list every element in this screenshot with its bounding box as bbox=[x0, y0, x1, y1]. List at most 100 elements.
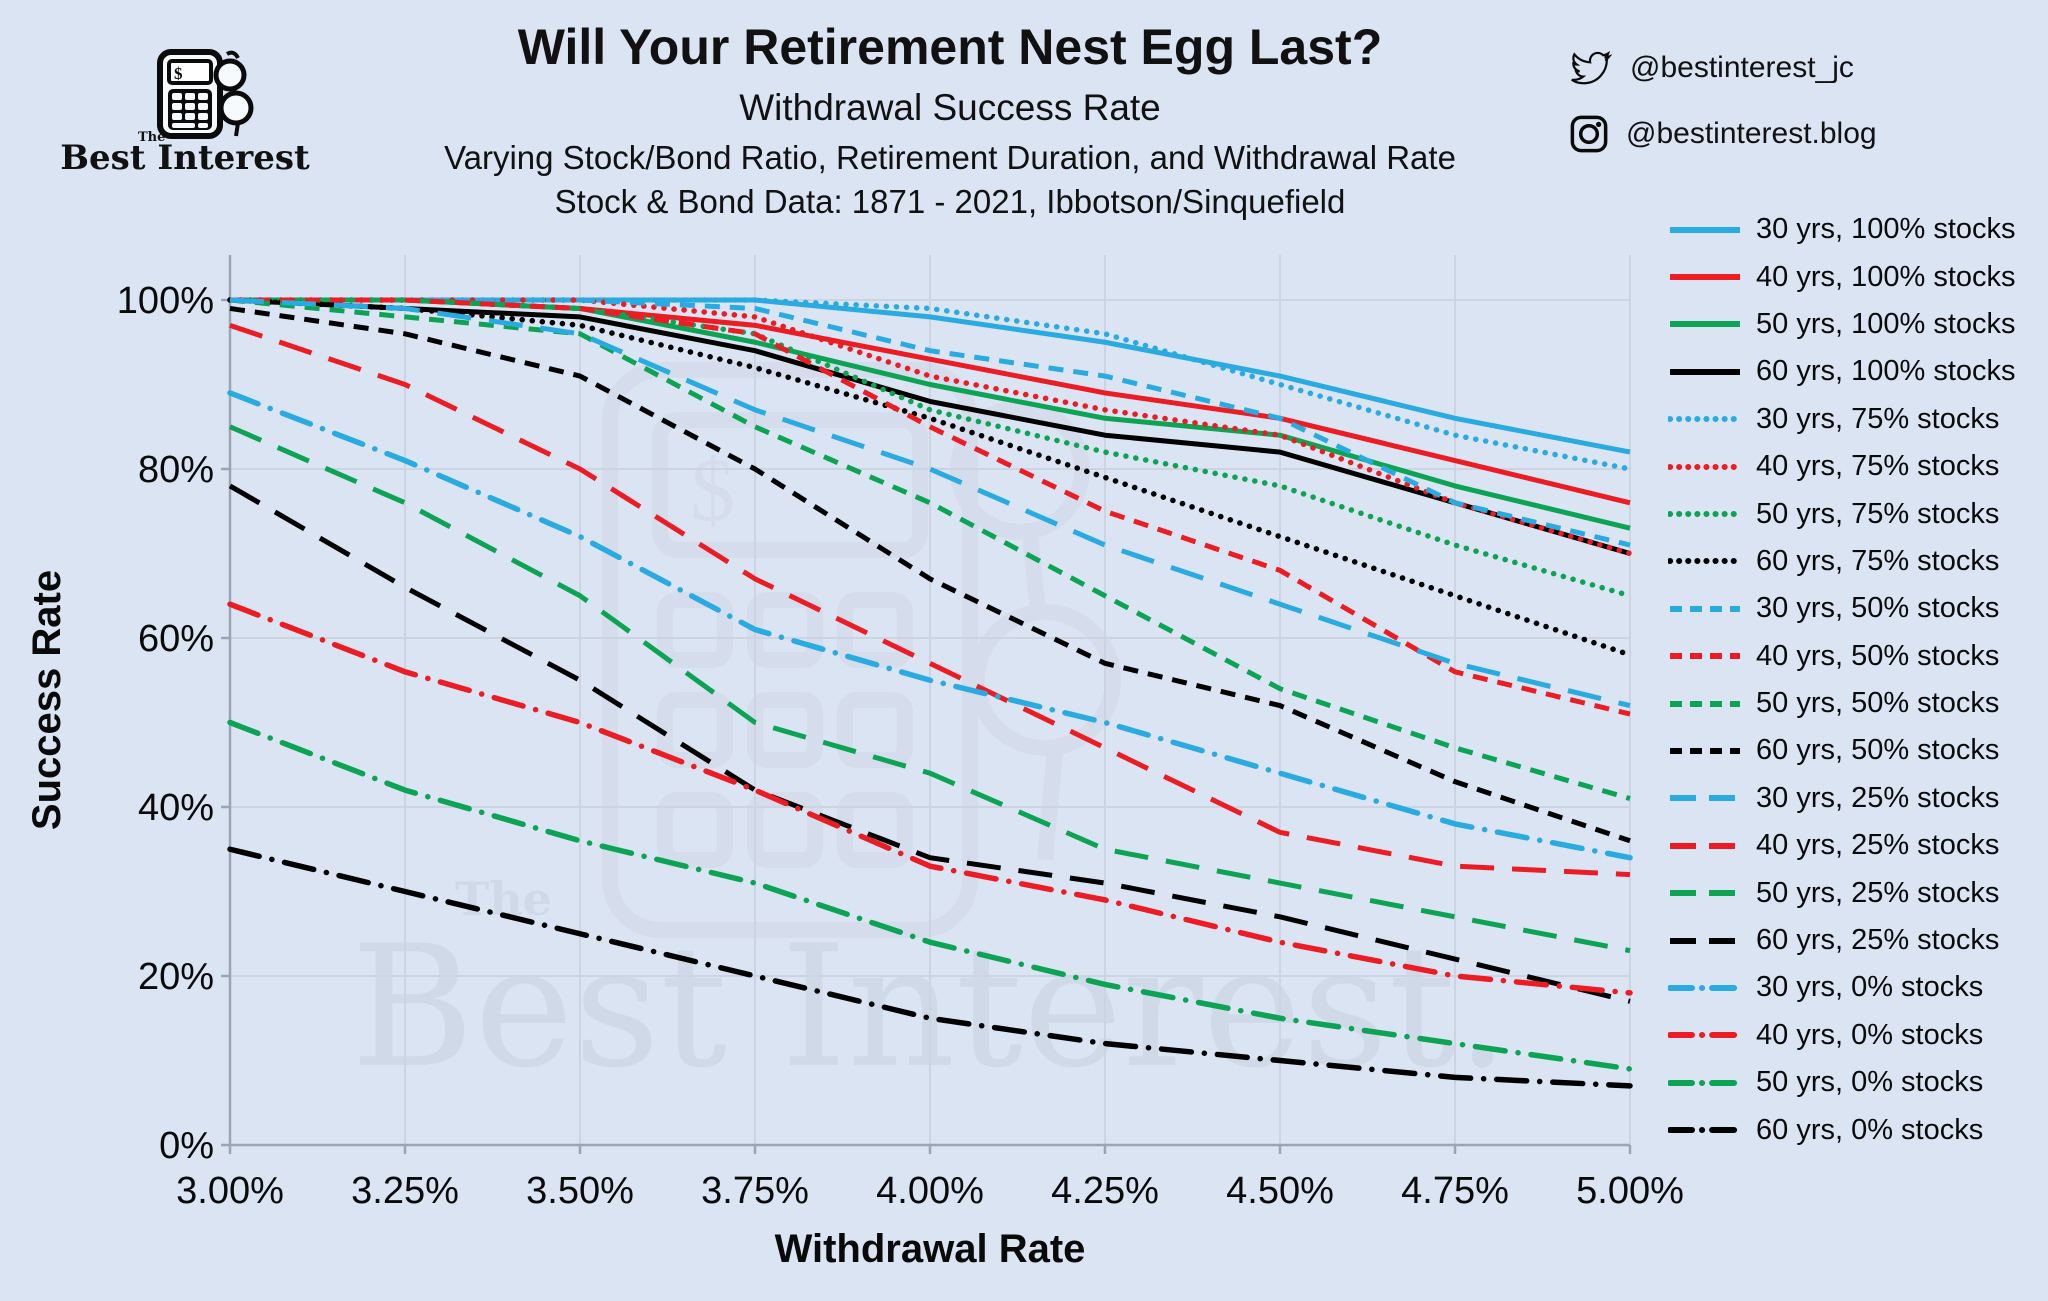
series-line bbox=[227, 601, 1633, 996]
legend-label: 40 yrs, 0% stocks bbox=[1756, 1018, 1984, 1051]
legend-item: 30 yrs, 50% stocks bbox=[1668, 585, 2046, 632]
series-line bbox=[229, 305, 1631, 844]
legend-label: 50 yrs, 25% stocks bbox=[1756, 876, 2000, 909]
legend-item: 60 yrs, 100% stocks bbox=[1668, 348, 2046, 395]
legend-item: 40 yrs, 75% stocks bbox=[1668, 443, 2046, 490]
series-line bbox=[230, 297, 1631, 717]
x-tick-label: 3.50% bbox=[526, 1170, 634, 1212]
legend-swatch-line bbox=[1670, 321, 1740, 328]
x-tick-label: 4.50% bbox=[1226, 1170, 1334, 1212]
series-line bbox=[229, 297, 1631, 709]
header: Will Your Retirement Nest Egg Last? With… bbox=[310, 20, 1590, 221]
legend-label: 60 yrs, 75% stocks bbox=[1756, 544, 2000, 577]
legend-label: 40 yrs, 50% stocks bbox=[1756, 639, 2000, 672]
y-tick-label: 60% bbox=[138, 618, 214, 660]
y-axis-title: Success Rate bbox=[25, 570, 69, 830]
legend-item: 60 yrs, 50% stocks bbox=[1668, 727, 2046, 774]
series-line bbox=[229, 424, 1631, 954]
x-tick-label: 3.25% bbox=[351, 1170, 459, 1212]
legend-item: 50 yrs, 50% stocks bbox=[1668, 680, 2046, 727]
page-title: Will Your Retirement Nest Egg Last? bbox=[517, 19, 1383, 75]
series-line bbox=[227, 390, 1633, 861]
legend-label: 60 yrs, 100% stocks bbox=[1756, 355, 2016, 388]
legend-label: 60 yrs, 50% stocks bbox=[1756, 734, 2000, 767]
x-tick-label: 3.75% bbox=[701, 1170, 809, 1212]
series-line bbox=[228, 483, 1631, 1004]
legend-label: 50 yrs, 100% stocks bbox=[1756, 307, 2016, 340]
legend-swatch-line bbox=[1668, 984, 1742, 991]
legend-label: 40 yrs, 75% stocks bbox=[1756, 450, 2000, 483]
legend-item: 30 yrs, 25% stocks bbox=[1668, 775, 2046, 822]
legend-label: 30 yrs, 75% stocks bbox=[1756, 402, 2000, 435]
legend-label: 40 yrs, 100% stocks bbox=[1756, 260, 2016, 293]
legend-swatch-line bbox=[1668, 511, 1742, 518]
series-line bbox=[227, 846, 1633, 1089]
legend-swatch-line bbox=[1668, 1127, 1742, 1134]
x-tick-label: 5.00% bbox=[1576, 1170, 1684, 1212]
legend-item: 60 yrs, 75% stocks bbox=[1668, 538, 2046, 585]
legend-item: 60 yrs, 0% stocks bbox=[1668, 1106, 2046, 1153]
chart-legend: 30 yrs, 100% stocks 40 yrs, 100% stocks 50… bbox=[1668, 206, 2046, 1154]
twitter-icon bbox=[1571, 50, 1613, 85]
legend-swatch-line bbox=[1670, 700, 1740, 707]
y-tick-label: 0% bbox=[159, 1125, 214, 1167]
legend-swatch-line bbox=[1670, 368, 1740, 375]
legend-item: 60 yrs, 25% stocks bbox=[1668, 917, 2046, 964]
legend-item: 50 yrs, 100% stocks bbox=[1668, 301, 2046, 348]
legend-swatch-line bbox=[1670, 653, 1740, 660]
y-tick-label: 100% bbox=[117, 280, 214, 322]
x-tick-label: 4.25% bbox=[1051, 1170, 1159, 1212]
legend-item: 50 yrs, 0% stocks bbox=[1668, 1059, 2046, 1106]
y-tick-label: 20% bbox=[138, 956, 214, 998]
title-line4: Stock & Bond Data: 1871 - 2021, Ibbotson… bbox=[554, 183, 1346, 220]
legend-item: 30 yrs, 75% stocks bbox=[1668, 396, 2046, 443]
y-tick-label: 80% bbox=[138, 449, 214, 491]
legend-swatch-line bbox=[1670, 842, 1740, 849]
legend-item: 40 yrs, 25% stocks bbox=[1668, 822, 2046, 869]
legend-item: 40 yrs, 0% stocks bbox=[1668, 1012, 2046, 1059]
instagram-row: @bestinterest.blog bbox=[1568, 110, 1877, 158]
legend-label: 30 yrs, 100% stocks bbox=[1756, 213, 2016, 246]
legend-swatch-line bbox=[1670, 605, 1740, 612]
legend-swatch-line bbox=[1670, 226, 1740, 233]
twitter-row: @bestinterest_jc bbox=[1568, 44, 1877, 92]
legend-label: 50 yrs, 75% stocks bbox=[1756, 497, 2000, 530]
title-line3: Varying Stock/Bond Ratio, Retirement Dur… bbox=[444, 139, 1456, 176]
instagram-handle: @bestinterest.blog bbox=[1626, 117, 1877, 150]
series-line bbox=[229, 297, 1631, 801]
series-line bbox=[230, 297, 1631, 548]
brand-name: Best Interest bbox=[60, 138, 310, 178]
legend-swatch-line bbox=[1668, 416, 1742, 423]
legend-swatch-line bbox=[1670, 274, 1740, 281]
series-line bbox=[227, 719, 1633, 1072]
brand-the: The bbox=[138, 130, 166, 145]
brand-logo: $ The Best Interest bbox=[40, 30, 330, 180]
x-axis-title: Withdrawal Rate bbox=[775, 1227, 1086, 1271]
y-tick-label: 40% bbox=[138, 787, 214, 829]
legend-swatch-line bbox=[1670, 890, 1740, 897]
legend-item: 40 yrs, 100% stocks bbox=[1668, 253, 2046, 300]
social-handles: @bestinterest_jc @bestinterest.blog bbox=[1568, 44, 1877, 176]
legend-label: 30 yrs, 50% stocks bbox=[1756, 592, 2000, 625]
series-line bbox=[229, 297, 1631, 556]
legend-swatch-line bbox=[1670, 795, 1740, 802]
legend-item: 40 yrs, 50% stocks bbox=[1668, 633, 2046, 680]
legend-item: 30 yrs, 0% stocks bbox=[1668, 964, 2046, 1011]
svg-text:$: $ bbox=[690, 441, 735, 540]
legend-swatch-line bbox=[1670, 937, 1740, 944]
svg-text:$: $ bbox=[174, 64, 183, 83]
legend-label: 40 yrs, 25% stocks bbox=[1756, 829, 2000, 862]
calculator-glasses-icon: $ bbox=[157, 49, 254, 139]
page-subtitle: Withdrawal Success Rate bbox=[739, 87, 1161, 128]
legend-item: 50 yrs, 25% stocks bbox=[1668, 869, 2046, 916]
series-lines bbox=[227, 297, 1633, 1089]
legend-swatch-line bbox=[1668, 463, 1742, 470]
legend-label: 50 yrs, 0% stocks bbox=[1756, 1066, 1984, 1099]
legend-swatch-line bbox=[1668, 558, 1742, 565]
legend-label: 30 yrs, 0% stocks bbox=[1756, 971, 1984, 1004]
legend-label: 30 yrs, 25% stocks bbox=[1756, 781, 2000, 814]
legend-label: 60 yrs, 25% stocks bbox=[1756, 924, 2000, 957]
x-tick-label: 4.75% bbox=[1401, 1170, 1509, 1212]
x-tick-label: 3.00% bbox=[176, 1170, 284, 1212]
